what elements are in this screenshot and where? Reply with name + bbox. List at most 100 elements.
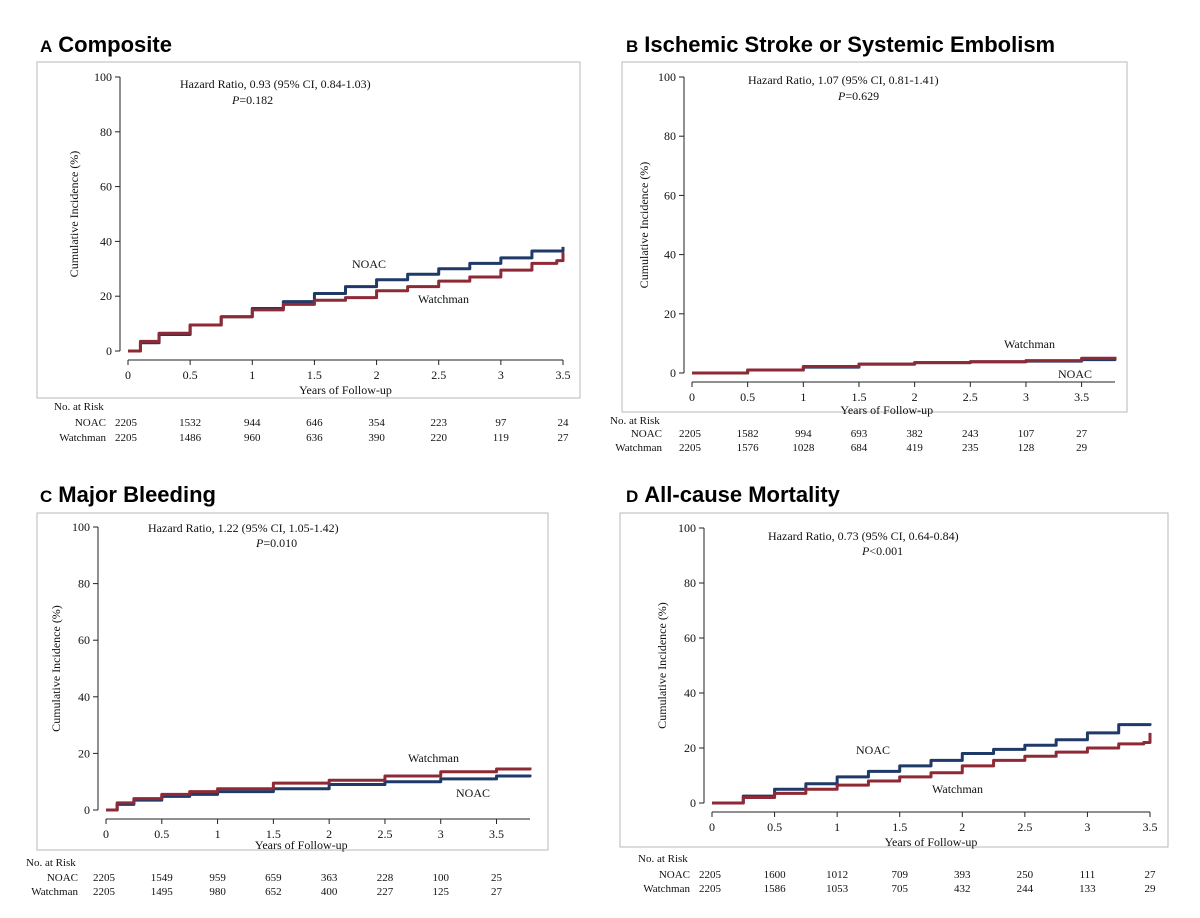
y-tick-label: 80	[664, 129, 676, 143]
risk-cell: 27	[491, 886, 503, 898]
risk-cell: 2205	[679, 442, 702, 454]
risk-cell: 228	[377, 872, 394, 884]
series-label-watchman: Watchman	[932, 782, 983, 796]
y-tick-label: 20	[100, 289, 112, 303]
risk-cell: 220	[430, 432, 447, 444]
y-tick-label: 60	[664, 188, 676, 202]
risk-cell: 27	[1076, 428, 1088, 440]
x-tick-label: 0.5	[154, 827, 169, 841]
risk-cell: 2205	[679, 428, 702, 440]
risk-cell: 2205	[699, 883, 722, 895]
risk-cell: 1053	[826, 883, 849, 895]
x-tick-label: 0.5	[183, 368, 198, 382]
risk-row-label: Watchman	[59, 432, 106, 444]
x-axis-label: Years of Follow-up	[299, 383, 392, 397]
risk-cell: 2205	[115, 417, 138, 429]
y-axis-label: Cumulative Incidence (%)	[67, 151, 81, 278]
y-tick-label: 80	[100, 125, 112, 139]
x-tick-label: 1	[800, 390, 806, 404]
panel-frame	[36, 61, 581, 399]
risk-cell: 1582	[737, 428, 759, 440]
y-tick-label: 0	[84, 803, 90, 817]
panel-title: C Major Bleeding	[40, 482, 216, 508]
x-tick-label: 2	[374, 368, 380, 382]
risk-cell: 1549	[151, 872, 174, 884]
p-symbol: P	[255, 536, 264, 550]
risk-cell: 363	[321, 872, 338, 884]
series-line-watchman	[106, 767, 532, 812]
panel-letter: A	[40, 37, 53, 56]
panel-title: B Ischemic Stroke or Systemic Embolism	[626, 32, 1055, 58]
risk-cell: 250	[1017, 869, 1034, 881]
risk-cell: 24	[558, 417, 570, 429]
y-tick-label: 40	[664, 248, 676, 262]
hazard-ratio-text: Hazard Ratio, 0.93 (95% CI, 0.84-1.03)	[180, 77, 371, 91]
panel-name: All-cause Mortality	[644, 482, 840, 507]
risk-cell: 390	[368, 432, 385, 444]
y-tick-label: 40	[78, 690, 90, 704]
series-line-watchman	[692, 356, 1117, 375]
y-tick-label: 100	[658, 70, 676, 84]
p-symbol: P	[861, 544, 870, 558]
x-tick-label: 3.5	[489, 827, 504, 841]
risk-cell: 243	[962, 428, 979, 440]
x-axis-label: Years of Follow-up	[885, 835, 978, 849]
risk-table-header: No. at Risk	[54, 401, 104, 413]
p-symbol: P	[231, 93, 240, 107]
x-tick-label: 3	[438, 827, 444, 841]
risk-cell: 133	[1079, 883, 1096, 895]
risk-cell: 227	[377, 886, 394, 898]
y-axis-label: Cumulative Incidence (%)	[637, 162, 651, 289]
risk-cell: 432	[954, 883, 971, 895]
risk-cell: 2205	[93, 886, 116, 898]
p-value-text: P=0.010	[255, 536, 297, 550]
risk-cell: 29	[1145, 883, 1157, 895]
risk-row-label: NOAC	[75, 417, 106, 429]
p-value-text: P=0.629	[837, 89, 879, 103]
risk-row-label: Watchman	[31, 886, 78, 898]
x-tick-label: 3	[1023, 390, 1029, 404]
risk-cell: 705	[891, 883, 908, 895]
x-tick-label: 2	[912, 390, 918, 404]
risk-row-label: Watchman	[643, 883, 690, 895]
risk-cell: 652	[265, 886, 282, 898]
panel-frame	[619, 512, 1169, 848]
y-tick-label: 100	[678, 521, 696, 535]
y-tick-label: 80	[684, 576, 696, 590]
risk-cell: 960	[244, 432, 261, 444]
y-tick-label: 100	[72, 520, 90, 534]
y-tick-label: 0	[106, 344, 112, 358]
series-line-watchman	[712, 732, 1152, 805]
y-tick-label: 60	[78, 633, 90, 647]
series-line-watchman	[128, 252, 565, 353]
risk-cell: 100	[432, 872, 449, 884]
risk-cell: 980	[209, 886, 226, 898]
risk-table-header: No. at Risk	[638, 853, 688, 865]
p-symbol: P	[837, 89, 846, 103]
risk-cell: 25	[491, 872, 503, 884]
series-label-noac: NOAC	[1058, 367, 1092, 381]
risk-cell: 354	[368, 417, 385, 429]
y-axis-label: Cumulative Incidence (%)	[655, 602, 669, 729]
x-tick-label: 0.5	[767, 820, 782, 834]
risk-cell: 2205	[699, 869, 722, 881]
risk-cell: 119	[493, 432, 510, 444]
x-tick-label: 2.5	[377, 827, 392, 841]
x-tick-label: 1	[215, 827, 221, 841]
x-tick-label: 0	[689, 390, 695, 404]
risk-cell: 636	[306, 432, 323, 444]
series-label-noac: NOAC	[352, 257, 386, 271]
risk-cell: 1012	[826, 869, 848, 881]
risk-cell: 97	[495, 417, 507, 429]
series-label-noac: NOAC	[456, 786, 490, 800]
risk-cell: 1576	[737, 442, 760, 454]
x-tick-label: 0	[709, 820, 715, 834]
y-tick-label: 40	[684, 686, 696, 700]
panel-title: A Composite	[40, 32, 172, 58]
risk-cell: 994	[795, 428, 812, 440]
p-value-text: P=0.182	[231, 93, 273, 107]
risk-cell: 128	[1018, 442, 1035, 454]
risk-table-header: No. at Risk	[610, 415, 660, 427]
